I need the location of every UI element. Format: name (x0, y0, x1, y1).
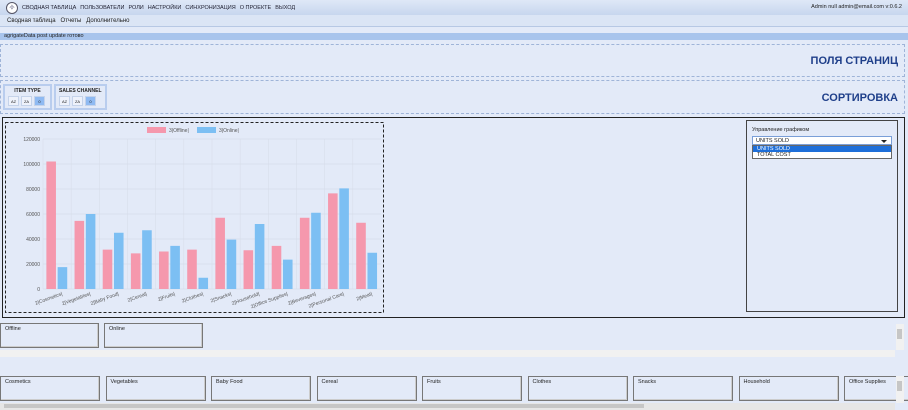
channel-card[interactable]: Online (104, 323, 203, 348)
bar-3offline (187, 249, 197, 289)
bar-3online (226, 239, 237, 289)
bar-3offline (243, 250, 254, 289)
chart-border (5, 122, 384, 313)
chart-panel (2, 117, 905, 318)
metric-select[interactable]: UNITS SOLD (752, 136, 892, 145)
x-tick-label: 2|Cereal| (127, 291, 148, 304)
bar-3offline (46, 161, 56, 289)
top-menu-bar: ✧ СВОДНАЯ ТАБЛИЦА ПОЛЬЗОВАТЕЛИ РОЛИ НАСТРОЙ… (0, 0, 908, 15)
nav-item[interactable]: ПОЛЬЗОВАТЕЛИ (80, 4, 125, 11)
sort-button[interactable]: ZA (21, 96, 32, 106)
chart-control-label: Управление графиком (752, 127, 810, 133)
item-card[interactable]: Clothes (527, 376, 628, 401)
bar-3online (339, 188, 349, 289)
bar-3online (198, 277, 209, 289)
filter-title: SALES CHANNEL (59, 88, 102, 94)
x-tick-label: 2|Meat| (356, 291, 374, 302)
page-fields-title: ПОЛЯ СТРАНИЦ (810, 55, 898, 67)
app-logo-icon[interactable]: ✧ (6, 1, 18, 14)
legend-label: 3|Offline| (169, 128, 189, 134)
item-card[interactable]: Baby Food (211, 376, 311, 401)
sort-button[interactable]: 0 (34, 96, 45, 106)
y-tick-label: 40000 (26, 237, 40, 243)
bar-3offline (159, 251, 169, 289)
y-tick-label: 20000 (26, 262, 40, 268)
bar-chart: 0 20000 40000 60000 80000 100000 120000 2|Cosme… (5, 122, 384, 313)
page-fields-zone[interactable]: ПОЛЯ СТРАНИЦ (0, 44, 905, 77)
bar-3offline (271, 245, 282, 289)
x-tick-label: 2|Snacks| (210, 291, 233, 304)
chart-control-panel: Управление графиком UNITS SOLD UNITS SOL… (746, 120, 898, 312)
bar-3offline (215, 217, 225, 289)
y-tick-label: 120000 (23, 137, 40, 143)
y-tick-label: 60000 (26, 212, 40, 218)
nav-item[interactable]: О ПРОЕКТЕ (239, 4, 272, 11)
sort-button[interactable]: 0 (85, 96, 96, 106)
bar-3online (282, 259, 293, 289)
filter-sales-channel: SALES CHANNEL AZ ZA 0 (54, 84, 107, 110)
channel-card[interactable]: Offline (0, 323, 99, 348)
option-units-sold[interactable]: UNITS SOLD (753, 146, 891, 152)
main-nav: СВОДНАЯ ТАБЛИЦА ПОЛЬЗОВАТЕЛИ РОЛИ НАСТРОЙКИ… (22, 5, 299, 11)
metric-options: UNITS SOLD TOTAL COST (752, 145, 892, 159)
filter-title: ITEM TYPE (14, 88, 41, 94)
item-card[interactable]: Cereal (316, 376, 417, 401)
sorting-zone[interactable]: СОРТИРОВКА (0, 80, 905, 114)
user-info: Admin null admin@email.com v:0.6.2 (811, 4, 902, 10)
y-tick-label: 0 (37, 287, 40, 293)
item-card[interactable]: Snacks (633, 376, 733, 401)
bar-3online (142, 230, 152, 289)
y-tick-label: 100000 (23, 162, 40, 168)
subnav-item[interactable]: Сводная таблица (7, 17, 56, 24)
sort-button[interactable]: ZA (72, 96, 83, 106)
legend-swatch (197, 127, 216, 133)
legend-swatch (147, 127, 166, 133)
filter-item-type: ITEM TYPE AZ ZA 0 (3, 84, 52, 110)
option-total-cost[interactable]: TOTAL COST (757, 152, 791, 158)
bar-3online (57, 267, 68, 289)
sub-nav: Сводная таблица Отчеты Дополнительно (0, 15, 908, 27)
x-tick-label: 2|Cosmetics| (34, 291, 63, 306)
bar-3offline (130, 253, 141, 289)
bar-3offline (299, 217, 310, 289)
bar-3online (367, 252, 378, 289)
bar-3offline (102, 249, 113, 289)
bar-3online (254, 224, 265, 289)
x-tick-label: 2|Fruits| (157, 291, 176, 303)
nav-item[interactable]: СВОДНАЯ ТАБЛИЦА (22, 4, 77, 11)
item-card[interactable]: Household (738, 376, 839, 401)
nav-item[interactable]: РОЛИ (128, 4, 144, 11)
nav-item[interactable]: НАСТРОЙКИ (147, 4, 182, 11)
nav-item[interactable]: ВЫХОД (275, 4, 296, 11)
x-tick-label: 2|Baby Food| (90, 291, 120, 307)
bar-3online (170, 245, 180, 289)
x-tick-label: 2|Vegetables| (61, 291, 91, 307)
bar-3online (85, 214, 96, 289)
subnav-item[interactable]: Отчеты (60, 17, 82, 24)
bar-3offline (328, 193, 338, 289)
sort-button[interactable]: AZ (8, 96, 19, 106)
status-bar: agrigateData post update готово (0, 33, 908, 40)
items-vertical-scrollbar[interactable] (896, 376, 904, 403)
item-card[interactable]: Vegetables (105, 376, 206, 401)
bar-3offline (356, 222, 366, 289)
x-tick-label: 2|Clothes| (181, 291, 204, 304)
sort-button[interactable]: AZ (59, 96, 70, 106)
item-card[interactable]: Cosmetics (0, 376, 100, 401)
legend-label: 3|Online| (219, 128, 239, 134)
bar-3online (113, 232, 124, 289)
channels-horizontal-scrollbar[interactable] (0, 350, 895, 357)
nav-item[interactable]: СИНХРОНИЗАЦИЯ (185, 4, 236, 11)
sorting-title: СОРТИРОВКА (821, 92, 898, 104)
bar-3online (311, 212, 321, 289)
bar-3offline (74, 220, 85, 289)
subnav-item[interactable]: Дополнительно (86, 17, 130, 24)
y-tick-label: 80000 (26, 187, 40, 193)
item-card[interactable]: Fruits (422, 376, 522, 401)
channels-vertical-scrollbar[interactable] (896, 324, 904, 350)
items-horizontal-scrollbar[interactable] (0, 403, 895, 410)
